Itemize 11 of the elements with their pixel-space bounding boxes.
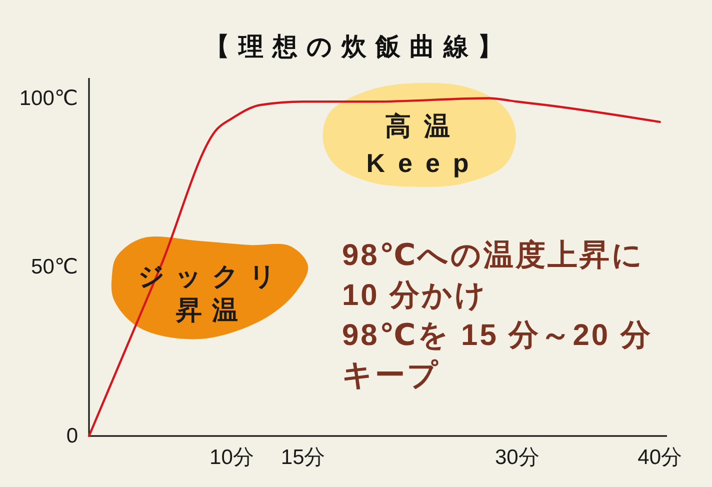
- line-series: [88, 97, 661, 438]
- y-tick-label: 0: [66, 424, 78, 448]
- annotation: 高温 Keep: [366, 111, 482, 178]
- x-tick-label: 40分: [638, 446, 682, 469]
- y-tick-label: 50℃: [31, 256, 78, 279]
- x-tick-label: 15分: [280, 446, 326, 469]
- x-tick-label: 30分: [494, 446, 540, 469]
- y-tick-label: 100℃: [19, 86, 78, 110]
- chart-title: 【理想の炊飯曲線】: [204, 33, 512, 61]
- x-tick-label: 10分: [210, 446, 254, 469]
- annotation: 98℃への温度上昇に 10 分かけ 98℃を 15 分～20 分キープ: [342, 238, 652, 392]
